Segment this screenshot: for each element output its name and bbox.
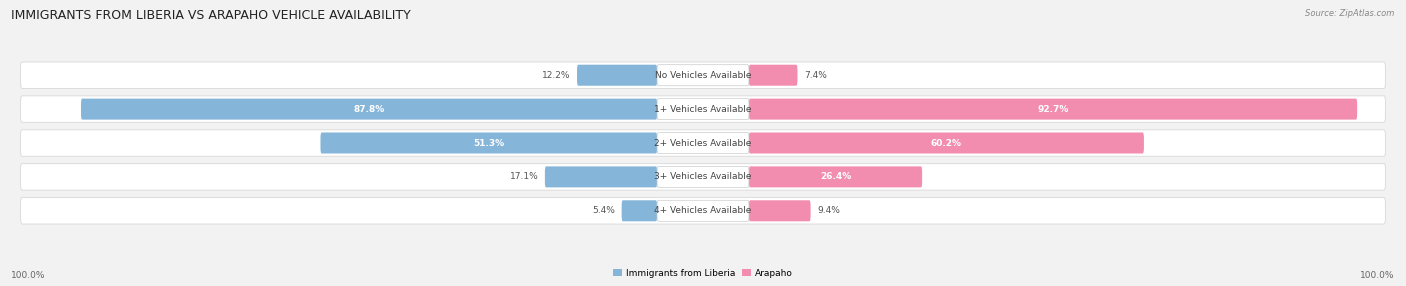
Text: No Vehicles Available: No Vehicles Available	[655, 71, 751, 80]
Text: 92.7%: 92.7%	[1038, 105, 1069, 114]
FancyBboxPatch shape	[749, 65, 797, 86]
Text: Source: ZipAtlas.com: Source: ZipAtlas.com	[1305, 9, 1395, 17]
FancyBboxPatch shape	[749, 132, 1144, 154]
FancyBboxPatch shape	[321, 132, 657, 154]
FancyBboxPatch shape	[82, 99, 657, 120]
Text: 12.2%: 12.2%	[541, 71, 571, 80]
Text: 51.3%: 51.3%	[474, 138, 505, 148]
Text: 9.4%: 9.4%	[817, 206, 839, 215]
Text: 5.4%: 5.4%	[592, 206, 614, 215]
Text: 100.0%: 100.0%	[1360, 271, 1395, 280]
FancyBboxPatch shape	[749, 99, 1357, 120]
FancyBboxPatch shape	[21, 198, 1385, 224]
Text: 3+ Vehicles Available: 3+ Vehicles Available	[654, 172, 752, 181]
FancyBboxPatch shape	[576, 65, 657, 86]
FancyBboxPatch shape	[657, 99, 749, 120]
FancyBboxPatch shape	[657, 200, 749, 221]
FancyBboxPatch shape	[749, 166, 922, 187]
FancyBboxPatch shape	[546, 166, 657, 187]
FancyBboxPatch shape	[657, 166, 749, 187]
Text: 17.1%: 17.1%	[509, 172, 538, 181]
Legend: Immigrants from Liberia, Arapaho: Immigrants from Liberia, Arapaho	[610, 265, 796, 281]
Text: 1+ Vehicles Available: 1+ Vehicles Available	[654, 105, 752, 114]
FancyBboxPatch shape	[21, 164, 1385, 190]
Text: 100.0%: 100.0%	[11, 271, 46, 280]
Text: 4+ Vehicles Available: 4+ Vehicles Available	[654, 206, 752, 215]
Text: 26.4%: 26.4%	[820, 172, 851, 181]
Text: 7.4%: 7.4%	[804, 71, 827, 80]
Text: IMMIGRANTS FROM LIBERIA VS ARAPAHO VEHICLE AVAILABILITY: IMMIGRANTS FROM LIBERIA VS ARAPAHO VEHIC…	[11, 9, 411, 21]
FancyBboxPatch shape	[749, 200, 811, 221]
FancyBboxPatch shape	[21, 96, 1385, 122]
FancyBboxPatch shape	[621, 200, 657, 221]
Text: 87.8%: 87.8%	[353, 105, 385, 114]
FancyBboxPatch shape	[21, 130, 1385, 156]
Text: 2+ Vehicles Available: 2+ Vehicles Available	[654, 138, 752, 148]
FancyBboxPatch shape	[21, 62, 1385, 88]
FancyBboxPatch shape	[657, 132, 749, 154]
FancyBboxPatch shape	[657, 65, 749, 86]
Text: 60.2%: 60.2%	[931, 138, 962, 148]
